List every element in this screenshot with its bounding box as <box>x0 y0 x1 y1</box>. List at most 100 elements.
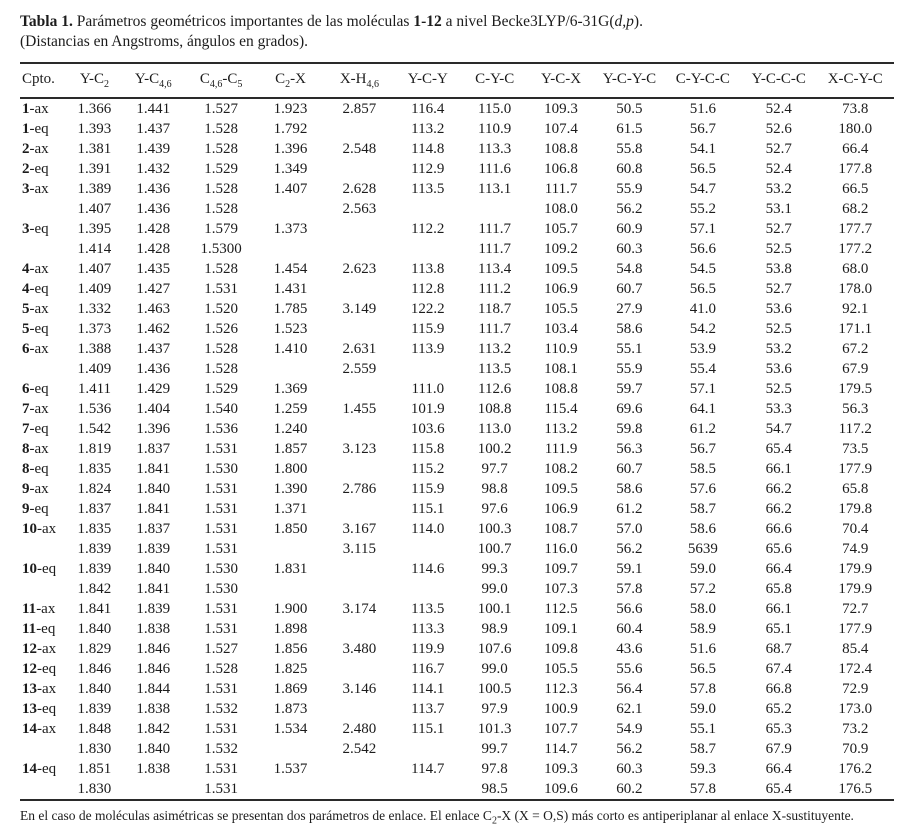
table-cell: 109.2 <box>544 240 578 257</box>
table-cell: 1.428 <box>136 220 171 237</box>
table-cell: 1.529 <box>204 380 238 397</box>
row-label <box>20 579 68 599</box>
table-cell <box>325 619 394 639</box>
table-cell: 114.8 <box>411 140 445 157</box>
table-cell: 67.4 <box>765 660 792 677</box>
table-cell: 73.5 <box>842 440 869 457</box>
table-cell: 41.0 <box>689 300 716 317</box>
table-cell: 1.332 <box>77 300 112 317</box>
column-header: C-Y-C <box>475 70 515 87</box>
data-table: Cpto. Y-C2 Y-C4,6 C4,6-C5 C2-X X-H4,6 Y-C-Y C-Y… <box>20 61 894 801</box>
table-cell: 1.844 <box>136 680 171 697</box>
table-cell: 1.579 <box>204 220 238 237</box>
table-cell: 108.7 <box>544 520 578 537</box>
table-cell: 1.536 <box>77 400 112 417</box>
table-cell: 1.381 <box>77 140 112 157</box>
table-cell: 105.7 <box>544 220 578 237</box>
table-cell: 113.2 <box>478 340 512 357</box>
table-cell: 53.9 <box>689 340 716 357</box>
row-label: 6-ax <box>22 340 49 357</box>
table-cell: 108.2 <box>544 460 578 477</box>
table-cell: 1.435 <box>136 260 171 277</box>
table-cell: 59.8 <box>616 420 643 437</box>
table-cell: 1.528 <box>204 180 238 197</box>
table-cell: 115.1 <box>411 720 445 737</box>
table-cell: 60.4 <box>616 620 643 637</box>
table-cell: 178.0 <box>838 280 873 297</box>
table-cell: 1.520 <box>204 300 238 317</box>
table-cell: 66.4 <box>765 760 792 777</box>
table-cell: 1.393 <box>77 120 112 137</box>
footnote: En el caso de moléculas asimétricas se p… <box>20 807 854 827</box>
table-cell: 1.531 <box>204 500 238 517</box>
table-cell <box>325 319 394 339</box>
table-cell: 1.349 <box>273 160 308 177</box>
table-cell: 112.9 <box>411 160 445 177</box>
table-cell: 1.532 <box>204 700 238 717</box>
table-cell: 1.537 <box>273 760 308 777</box>
table-cell: 54.7 <box>689 180 716 197</box>
table-cell: 67.2 <box>842 340 869 357</box>
table-cell: 59.1 <box>616 560 643 577</box>
caption-text-pre: Parámetros geométricos importantes de la… <box>76 13 410 30</box>
table-cell: 1.373 <box>77 320 112 337</box>
table-cell: 1.396 <box>273 140 308 157</box>
table-cell: 60.8 <box>616 160 643 177</box>
table-cell: 103.4 <box>544 320 578 337</box>
table-cell <box>394 779 461 800</box>
table-cell: 1.841 <box>136 460 171 477</box>
table-cell: 1.830 <box>77 780 112 797</box>
row-label: 1-eq <box>22 120 49 137</box>
table-cell: 116.0 <box>544 540 578 557</box>
table-cell: 118.7 <box>478 300 512 317</box>
table-cell: 1.536 <box>204 420 238 437</box>
table-cell: 1.846 <box>77 660 112 677</box>
table-cell: 171.1 <box>838 320 873 337</box>
table-cell: 59.0 <box>689 560 716 577</box>
column-header: Y-C-X <box>541 70 582 87</box>
table-cell: 56.2 <box>616 740 643 757</box>
table-cell: 43.6 <box>616 640 643 657</box>
table-cell: 113.5 <box>478 360 512 377</box>
table-cell: 1.841 <box>136 500 171 517</box>
table-cell: 115.0 <box>478 100 512 117</box>
table-cell: 60.7 <box>616 460 643 477</box>
table-cell <box>325 699 394 719</box>
table-cell: 112.3 <box>544 680 578 697</box>
table-cell: 1.846 <box>136 660 171 677</box>
table-cell <box>325 159 394 179</box>
table-cell: 114.6 <box>411 560 445 577</box>
table-cell: 61.5 <box>616 120 643 137</box>
table-cell: 111.7 <box>478 220 511 237</box>
table-cell: 56.5 <box>689 160 716 177</box>
table-cell: 108.8 <box>544 140 578 157</box>
row-label: 7-eq <box>22 420 49 437</box>
table-cell: 177.8 <box>838 160 873 177</box>
table-cell: 1.410 <box>273 340 308 357</box>
row-label: 1-ax <box>22 100 49 117</box>
table-cell: 60.3 <box>616 240 643 257</box>
table-cell: 108.8 <box>544 380 578 397</box>
table-cell: 113.1 <box>478 180 512 197</box>
table-cell: 1.840 <box>77 620 112 637</box>
table-cell: 97.7 <box>481 460 508 477</box>
column-header: C-Y-C-C <box>675 70 730 87</box>
table-cell: 1.529 <box>204 160 238 177</box>
table-cell: 177.7 <box>838 220 873 237</box>
caption-text-mid: a nivel Becke3LYP/6-31G( <box>445 13 615 30</box>
table-cell <box>121 779 186 800</box>
table-cell: 117.2 <box>838 420 872 437</box>
table-cell: 1.527 <box>204 100 238 117</box>
table-cell: 3.149 <box>342 300 377 317</box>
table-cell: 1.528 <box>204 120 238 137</box>
table-cell: 1.436 <box>136 360 171 377</box>
table-cell <box>394 579 461 599</box>
table-cell: 1.838 <box>136 620 171 637</box>
table-cell: 1.534 <box>273 720 308 737</box>
table-cell: 2.628 <box>342 180 377 197</box>
table-cell: 173.0 <box>838 700 873 717</box>
table-cell: 1.407 <box>77 200 112 217</box>
table-cell: 58.6 <box>689 520 716 537</box>
table-cell: 1.527 <box>204 640 238 657</box>
table-cell: 1.830 <box>77 740 112 757</box>
